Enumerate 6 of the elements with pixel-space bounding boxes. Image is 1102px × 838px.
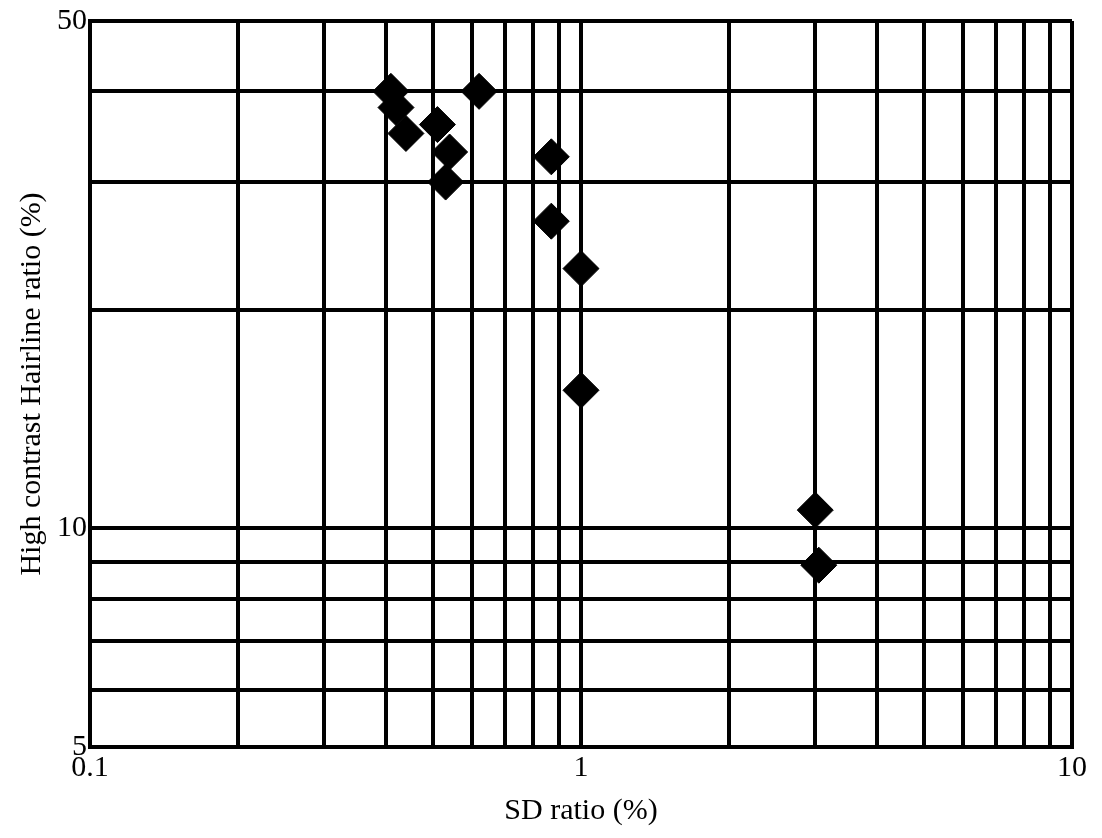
x-tick-label: 1 [573,748,589,782]
x-axis-title: SD ratio (%) [504,791,658,826]
y-axis-title: High contrast Hairline ratio (%) [12,192,47,576]
x-tick-label: 10 [1057,748,1087,782]
y-tick-label: 10 [57,509,87,543]
y-tick-label: 50 [57,1,87,35]
